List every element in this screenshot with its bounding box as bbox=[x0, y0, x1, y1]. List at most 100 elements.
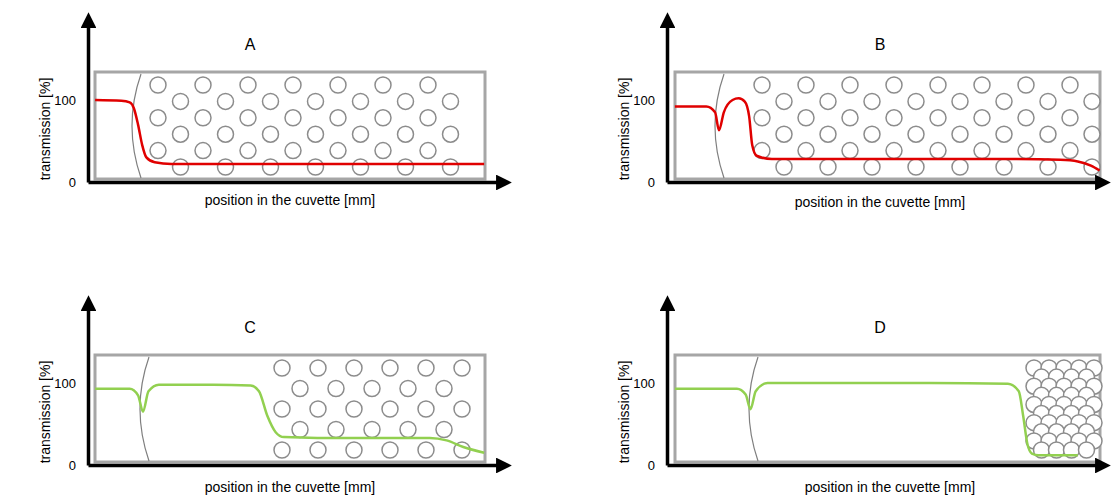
y-axis: 0 100 bbox=[633, 302, 667, 473]
y-axis: 0100 bbox=[54, 19, 88, 190]
particle bbox=[310, 442, 326, 458]
particle bbox=[195, 143, 211, 159]
particle bbox=[382, 442, 398, 458]
particle bbox=[754, 77, 770, 93]
particle bbox=[418, 442, 434, 458]
particle bbox=[398, 93, 414, 109]
axis-line bbox=[668, 464, 1105, 468]
particle bbox=[398, 126, 414, 142]
particle bbox=[382, 360, 398, 376]
particle bbox=[1040, 159, 1056, 175]
transmission-line bbox=[95, 385, 484, 453]
particle bbox=[996, 93, 1012, 109]
x-axis bbox=[668, 182, 1105, 183]
particle bbox=[842, 77, 858, 93]
particle bbox=[454, 401, 470, 417]
particle bbox=[820, 126, 836, 142]
particle bbox=[1062, 77, 1078, 93]
particle bbox=[974, 143, 990, 159]
x-axis-title: position in the cuvette [mm] bbox=[205, 192, 375, 208]
particle bbox=[308, 159, 324, 175]
particle bbox=[776, 93, 792, 109]
particle bbox=[346, 442, 362, 458]
particle bbox=[820, 159, 836, 175]
y-axis-title: transmission [%] bbox=[616, 78, 632, 181]
tick: 100 bbox=[633, 376, 667, 391]
tick-label: 0 bbox=[648, 458, 655, 473]
particle bbox=[328, 381, 344, 397]
axis-line bbox=[87, 19, 91, 183]
tick: 0 bbox=[648, 175, 667, 190]
particles bbox=[1026, 360, 1102, 458]
particle bbox=[436, 422, 452, 438]
particle bbox=[886, 110, 902, 126]
particle bbox=[454, 360, 470, 376]
tick: 100 bbox=[54, 93, 88, 108]
panel: 0100Atransmission [%]position in the cuv… bbox=[37, 19, 506, 209]
particle bbox=[263, 126, 279, 142]
particle bbox=[776, 126, 792, 142]
particle bbox=[952, 93, 968, 109]
particle bbox=[842, 110, 858, 126]
transmission-line bbox=[95, 100, 484, 164]
cuvette bbox=[675, 72, 1100, 179]
meniscus bbox=[132, 74, 141, 178]
particle bbox=[173, 126, 189, 142]
particle bbox=[1084, 93, 1100, 109]
particle bbox=[864, 93, 880, 109]
particle bbox=[150, 110, 166, 126]
particle bbox=[400, 422, 416, 438]
transmission-line bbox=[675, 98, 1100, 170]
particle bbox=[240, 77, 256, 93]
tick-label: 100 bbox=[633, 93, 655, 108]
tick: 100 bbox=[633, 93, 667, 108]
y-axis-title: transmission [%] bbox=[616, 361, 632, 464]
particle bbox=[1084, 126, 1100, 142]
plot-area bbox=[95, 100, 484, 164]
y-axis: 0 100 bbox=[54, 302, 88, 473]
particle bbox=[798, 77, 814, 93]
tick: 0 bbox=[69, 458, 88, 473]
axis-line bbox=[87, 302, 91, 466]
plot-area bbox=[95, 385, 484, 453]
x-axis-title: position in the cuvette [mm] bbox=[795, 194, 965, 210]
particle bbox=[308, 93, 324, 109]
particle bbox=[930, 143, 946, 159]
particle bbox=[285, 110, 301, 126]
plot-area bbox=[675, 98, 1100, 170]
particle bbox=[908, 126, 924, 142]
particle bbox=[263, 93, 279, 109]
panel: 0100Btransmission [%]position in the cuv… bbox=[616, 19, 1105, 211]
particle bbox=[420, 143, 436, 159]
particle bbox=[195, 77, 211, 93]
y-axis: 0 100 bbox=[633, 19, 667, 190]
tick-label: 100 bbox=[54, 376, 76, 391]
particle bbox=[285, 143, 301, 159]
x-axis-title: position in the cuvette [mm] bbox=[205, 479, 375, 495]
particle bbox=[996, 126, 1012, 142]
particle bbox=[308, 126, 324, 142]
particle bbox=[364, 422, 380, 438]
tick: 0 bbox=[648, 458, 667, 473]
x-axis bbox=[89, 465, 506, 466]
particle bbox=[842, 143, 858, 159]
particle bbox=[195, 110, 211, 126]
particle bbox=[1040, 126, 1056, 142]
particle bbox=[274, 401, 290, 417]
particle bbox=[974, 110, 990, 126]
particle bbox=[353, 93, 369, 109]
axis-line bbox=[668, 181, 1105, 185]
particle bbox=[173, 93, 189, 109]
particle bbox=[1018, 143, 1034, 159]
cuvette bbox=[95, 355, 485, 462]
tick: 100 bbox=[54, 376, 88, 391]
particle bbox=[375, 143, 391, 159]
y-axis-title: transmission [%] bbox=[37, 361, 53, 464]
x-axis bbox=[668, 465, 1105, 466]
particle bbox=[436, 381, 452, 397]
particle bbox=[274, 442, 290, 458]
figure: 0100Atransmission [%]position in the cuv… bbox=[0, 0, 1118, 502]
particle bbox=[150, 77, 166, 93]
particle bbox=[346, 360, 362, 376]
x-axis-title: position in the cuvette [mm] bbox=[805, 479, 975, 495]
